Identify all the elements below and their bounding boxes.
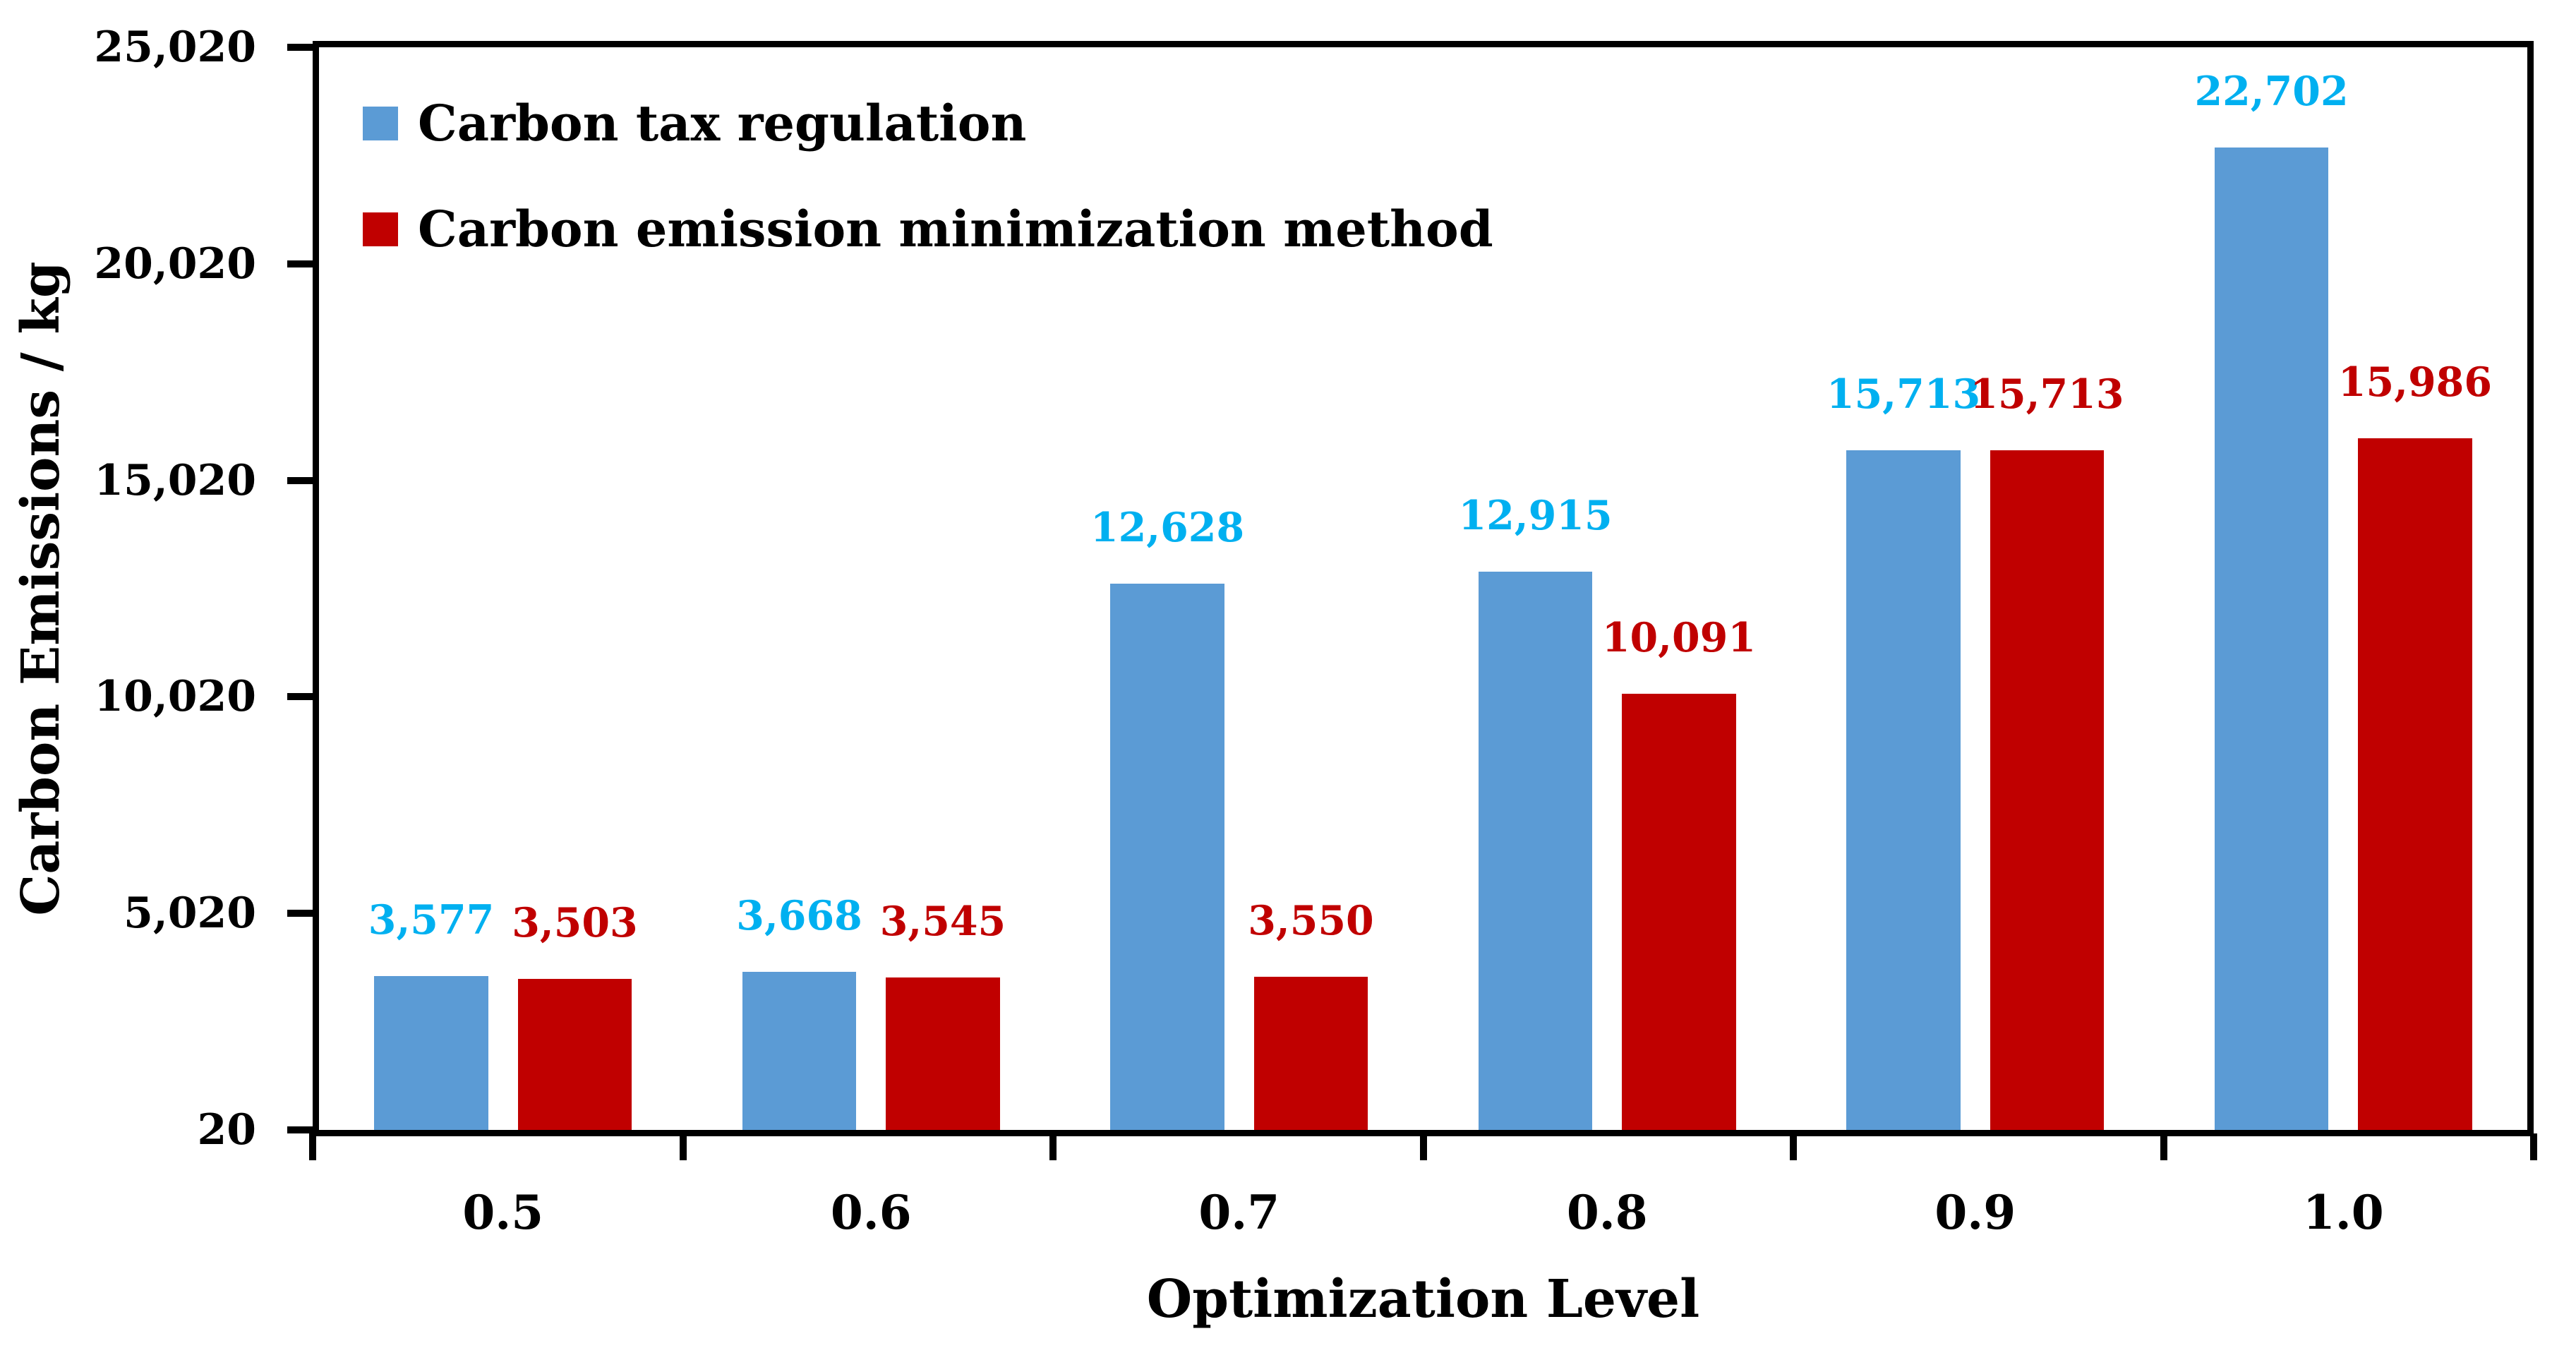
- x-tick-mark: [2530, 1133, 2537, 1160]
- y-tick-mark: [287, 260, 313, 267]
- y-tick-label: 15,020: [94, 455, 256, 505]
- bar-carbon-tax: [2214, 148, 2329, 1130]
- y-tick-mark: [287, 476, 313, 484]
- bar-group: 3,577 3,503: [319, 47, 687, 1130]
- x-tick-mark: [679, 1133, 687, 1160]
- y-tick-mark: [287, 693, 313, 701]
- bar-carbon-tax: [1110, 584, 1224, 1130]
- bar-value-label: 10,091: [1601, 614, 1757, 662]
- bar-emission-min: [1990, 450, 2105, 1130]
- x-tick-mark: [309, 1133, 316, 1160]
- bar-value-label: 3,503: [512, 899, 638, 947]
- bar-value-label: 15,986: [2337, 359, 2493, 407]
- bar-value-label: 12,628: [1090, 504, 1245, 552]
- x-tick-mark: [1790, 1133, 1797, 1160]
- bar-value-label: 12,915: [1458, 491, 1613, 539]
- y-tick-label: 20,020: [94, 239, 256, 289]
- bar-group: 12,628 3,550: [1055, 47, 1424, 1130]
- bar-group: 15,713 15,713: [1791, 47, 2160, 1130]
- bar-group: 22,702 15,986: [2160, 47, 2528, 1130]
- bar-group: 3,668 3,545: [687, 47, 1056, 1130]
- y-tick-label: 10,020: [94, 672, 256, 722]
- y-tick-label: 20: [197, 1105, 257, 1155]
- legend-swatch: [363, 107, 398, 140]
- x-tick-label: 0.8: [1566, 1185, 1648, 1240]
- x-axis-title: Optimization Level: [1146, 1269, 1700, 1330]
- bar-emission-min: [517, 979, 632, 1130]
- x-tick-label: 0.5: [462, 1185, 544, 1240]
- y-axis-title-text: Carbon Emissions / kg: [11, 261, 71, 916]
- legend-label: Carbon tax regulation: [418, 94, 1027, 152]
- x-tick-label: 1.0: [2302, 1185, 2384, 1240]
- bar-carbon-tax: [742, 972, 857, 1130]
- y-tick-label: 5,020: [124, 889, 256, 939]
- x-tick-label: 0.7: [1198, 1185, 1280, 1240]
- legend: Carbon tax regulation Carbon emission min…: [363, 95, 1493, 306]
- y-tick-label: 25,020: [94, 23, 256, 72]
- x-tick-label: 0.9: [1934, 1185, 2016, 1240]
- legend-item: Carbon emission minimization method: [363, 200, 1493, 258]
- plot-area: [313, 41, 2534, 1136]
- bar-emission-min: [886, 977, 1000, 1130]
- bar-carbon-tax: [1478, 571, 1593, 1130]
- bar-value-label: 3,668: [736, 892, 862, 940]
- y-tick-mark: [287, 1126, 313, 1133]
- bar-value-label: 3,550: [1248, 897, 1374, 945]
- legend-item: Carbon tax regulation: [363, 95, 1493, 152]
- bar-value-label: 3,545: [879, 897, 1006, 945]
- bar-value-label: 15,713: [1970, 371, 2124, 419]
- bar-value-label: 22,702: [2194, 68, 2349, 116]
- x-tick-mark: [1049, 1133, 1057, 1160]
- bar-emission-min: [2358, 438, 2472, 1130]
- bar-emission-min: [1622, 694, 1736, 1130]
- bar-emission-min: [1253, 977, 1368, 1130]
- bar-value-label: 15,713: [1826, 371, 1981, 419]
- x-tick-mark: [1419, 1133, 1427, 1160]
- bar-carbon-tax: [1846, 450, 1961, 1130]
- x-tick-mark: [2160, 1133, 2167, 1160]
- bar-carbon-tax: [374, 975, 488, 1130]
- legend-swatch: [363, 212, 398, 246]
- y-tick-mark: [287, 44, 313, 51]
- bar-value-label: 3,577: [368, 896, 495, 944]
- x-tick-label: 0.6: [830, 1185, 912, 1240]
- legend-label: Carbon emission minimization method: [418, 200, 1493, 258]
- bar-group: 12,915 10,091: [1424, 47, 1792, 1130]
- y-tick-mark: [287, 910, 313, 917]
